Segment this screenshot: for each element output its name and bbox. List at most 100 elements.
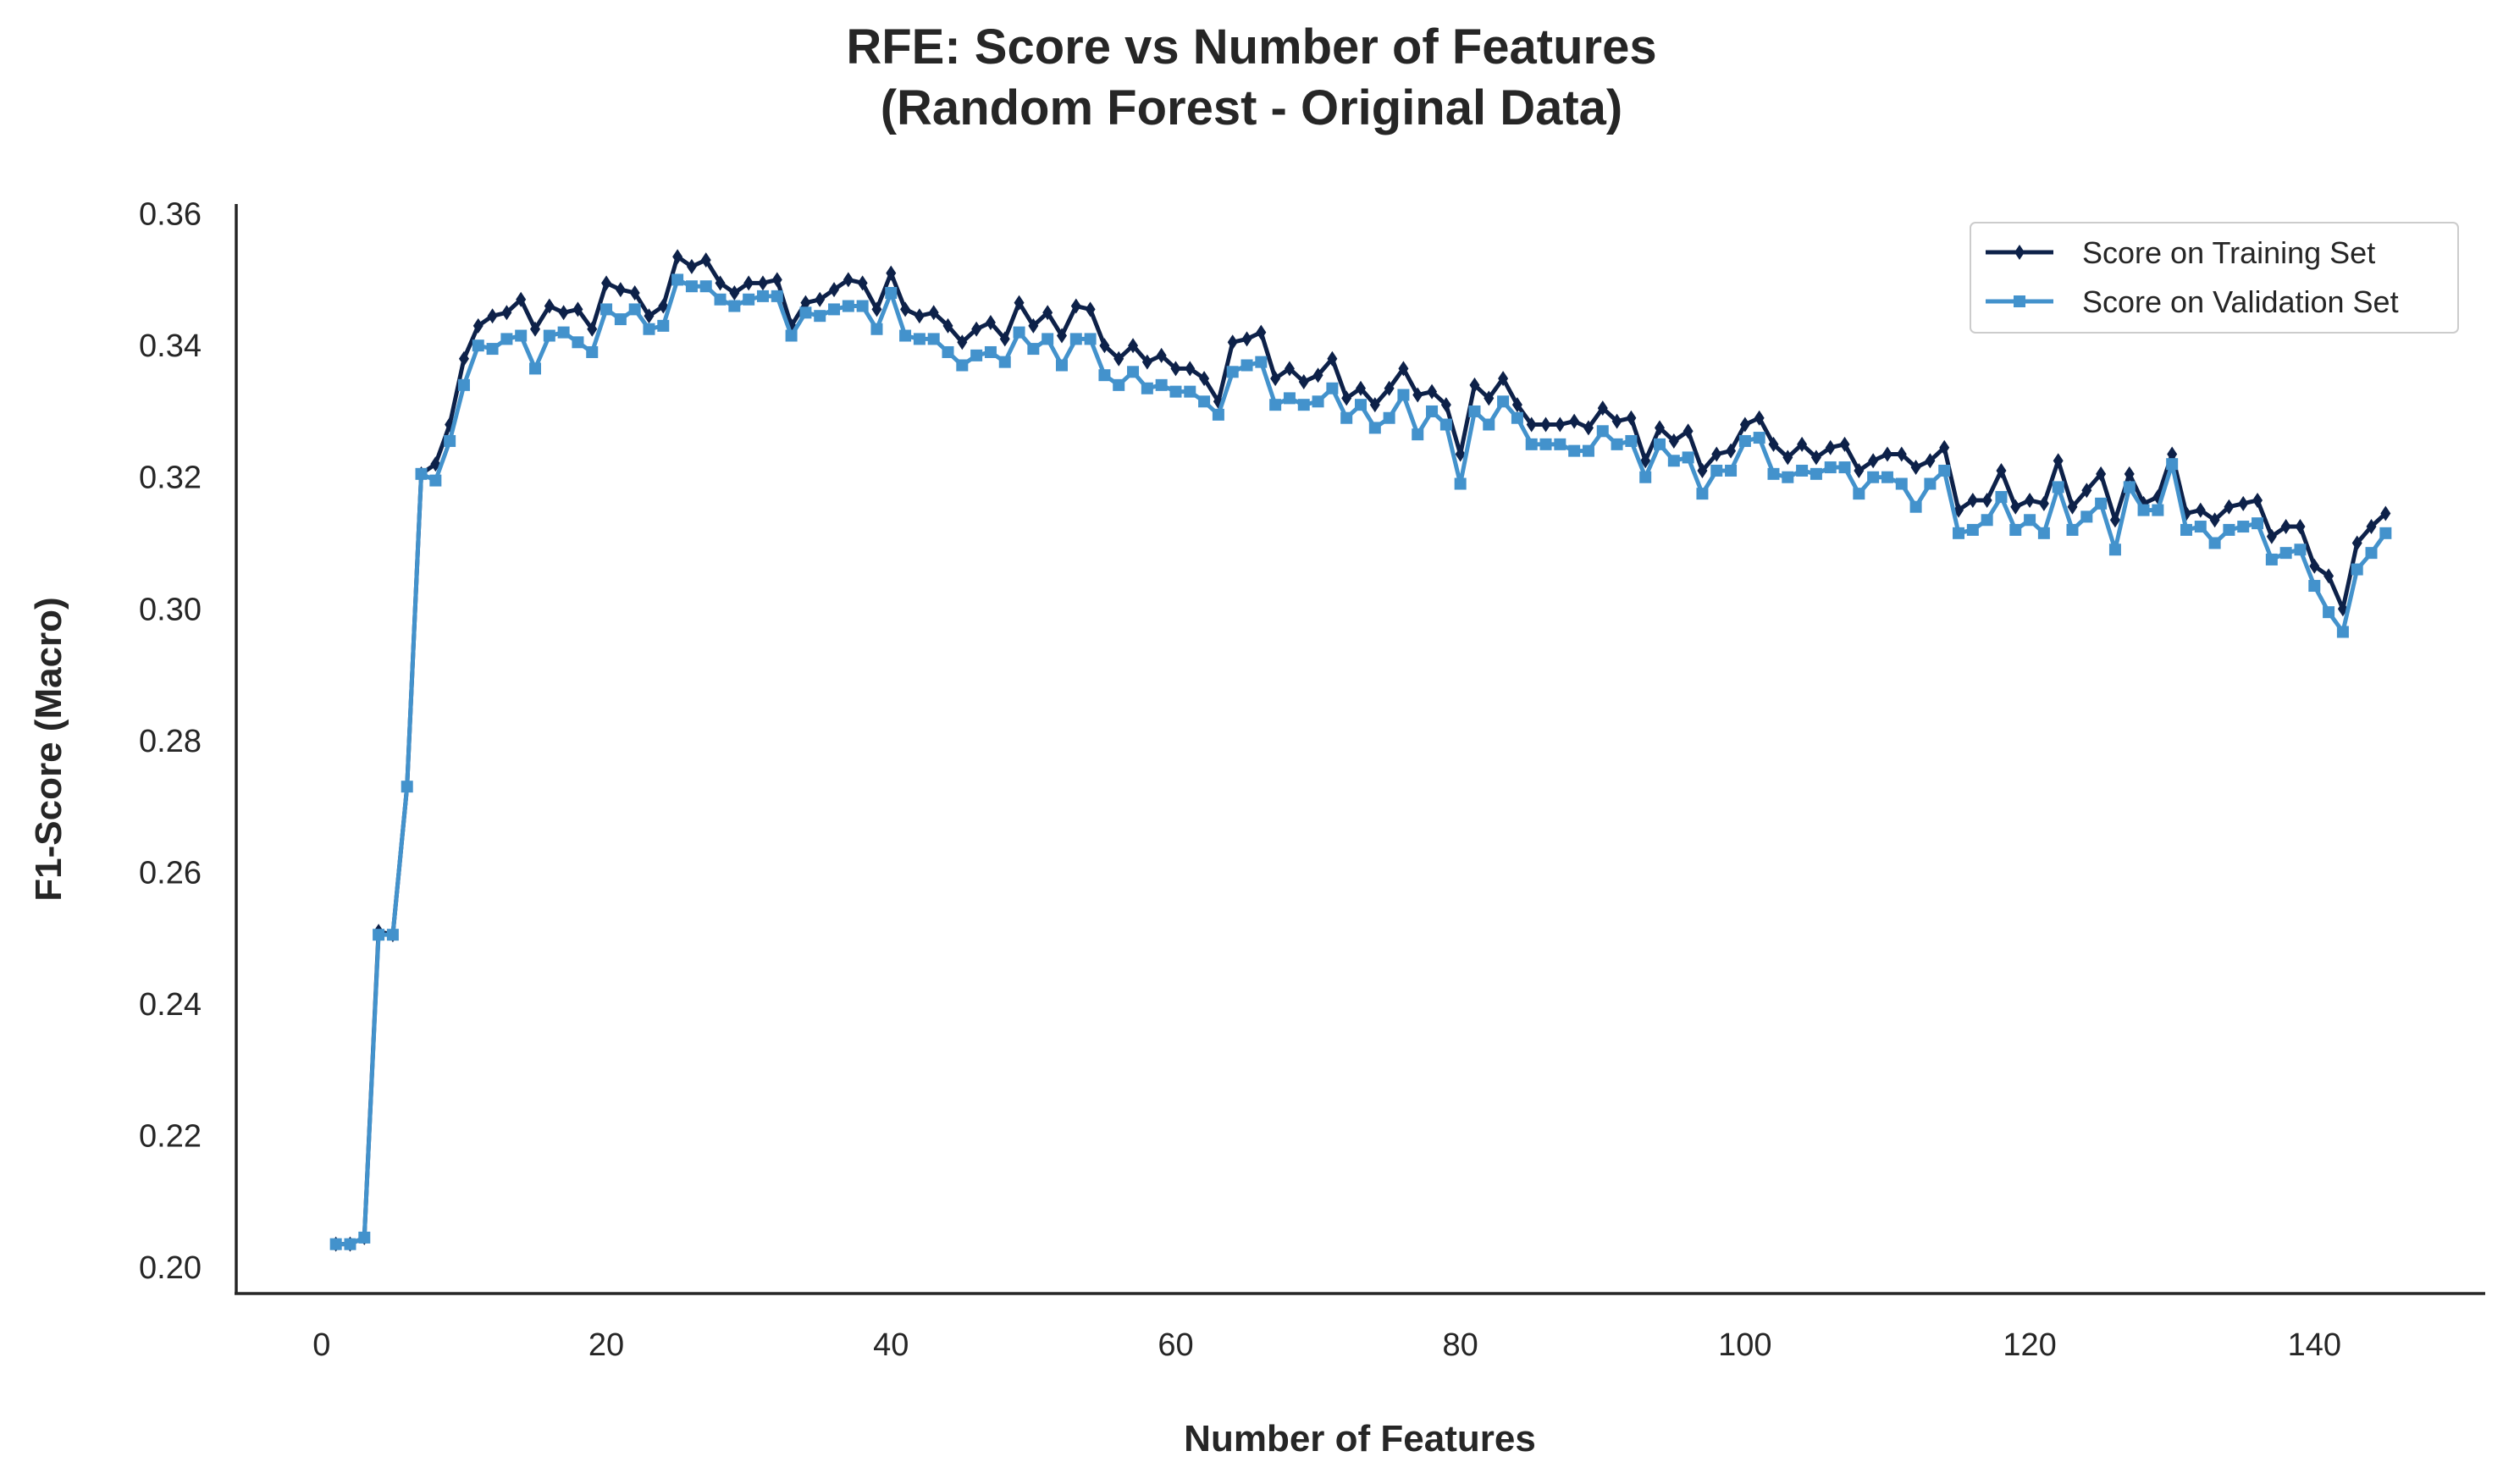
data-point [1824, 461, 1837, 474]
data-point [1555, 417, 1566, 433]
data-point [1654, 438, 1666, 450]
data-point [615, 282, 626, 298]
data-point [1525, 438, 1538, 450]
x-tick-label: 80 [1443, 1327, 1478, 1363]
data-point [771, 290, 783, 302]
data-point [1782, 471, 1794, 483]
data-point [815, 291, 826, 307]
data-point [1569, 413, 1580, 429]
data-point [2166, 458, 2179, 471]
chart-title-line-2: (Random Forest - Original Data) [881, 80, 1623, 135]
data-point [1953, 527, 1965, 539]
data-point [2223, 523, 2235, 536]
data-point [2152, 504, 2164, 516]
data-point [1696, 488, 1709, 500]
data-point [1241, 331, 1252, 347]
data-point [429, 474, 442, 487]
data-point [1639, 471, 1652, 483]
data-point [1226, 366, 1239, 378]
data-point [2024, 514, 2036, 527]
data-point [1141, 382, 1153, 394]
y-tick-label: 0.30 [139, 592, 202, 627]
data-point [1738, 434, 1751, 447]
data-point [1269, 399, 1282, 411]
y-tick-label: 0.22 [139, 1118, 202, 1154]
data-point [1853, 488, 1865, 500]
data-point [2237, 521, 2250, 533]
data-point [329, 1238, 342, 1250]
data-point [2351, 563, 2363, 576]
data-point [843, 272, 854, 288]
data-point [756, 290, 769, 302]
data-point [2194, 521, 2207, 533]
data-point [515, 329, 528, 342]
y-axis-label: F1-Score (Macro) [28, 597, 69, 901]
data-point [729, 284, 740, 301]
data-point [2137, 504, 2150, 516]
data-point [543, 329, 555, 342]
data-point [1185, 361, 1196, 377]
data-point [1909, 500, 1922, 513]
data-point [1240, 359, 1253, 372]
data-point [1966, 523, 1979, 536]
data-point [2037, 527, 2050, 539]
data-point [2052, 481, 2064, 494]
data-point [1283, 392, 1296, 405]
data-point [1682, 451, 1694, 464]
y-tick-label: 0.34 [139, 328, 202, 364]
y-axis-ticks: 0.20 0.22 0.24 0.26 0.28 0.30 0.32 0.34 0.36 [139, 197, 202, 1286]
data-point [2280, 519, 2291, 535]
data-point [358, 1231, 371, 1244]
legend-training-label: Score on Training Set [2082, 235, 2375, 270]
y-tick-label: 0.32 [139, 461, 202, 496]
data-point [1981, 514, 1993, 527]
data-point [1426, 405, 1439, 417]
x-tick-label: 40 [873, 1327, 909, 1363]
data-point [2080, 510, 2093, 523]
data-point [1868, 453, 1879, 469]
data-point [1596, 425, 1609, 438]
data-point [558, 305, 569, 321]
data-point [1042, 333, 1054, 345]
legend-validation-marker [2014, 295, 2025, 307]
data-point [2308, 580, 2321, 593]
data-point [728, 300, 741, 312]
data-point [1084, 333, 1097, 345]
data-point [685, 280, 698, 293]
data-point [942, 345, 954, 358]
data-point [2009, 523, 2022, 536]
data-point [401, 781, 413, 793]
data-point [1483, 418, 1495, 431]
data-point [870, 323, 883, 335]
data-point [856, 300, 869, 312]
data-point [2095, 497, 2108, 510]
data-point [2279, 547, 2292, 560]
data-point [486, 343, 499, 356]
data-point [842, 300, 854, 312]
data-point [2195, 502, 2206, 518]
data-point [1355, 399, 1367, 411]
x-tick-label: 20 [588, 1327, 624, 1363]
data-point [699, 280, 712, 293]
x-tick-label: 60 [1158, 1327, 1193, 1363]
data-point [415, 467, 428, 480]
data-point [671, 273, 684, 286]
data-point [1312, 395, 1324, 408]
data-point [1383, 411, 1395, 424]
data-point [1155, 378, 1168, 391]
data-point [2180, 523, 2192, 536]
data-point [2336, 626, 2349, 638]
data-point [1924, 477, 1937, 490]
data-point [1611, 438, 1623, 450]
data-point [1995, 491, 2008, 504]
data-point [572, 336, 584, 349]
data-point [386, 929, 399, 941]
data-point [743, 293, 755, 306]
data-point [1454, 477, 1467, 490]
data-point [1397, 389, 1410, 401]
data-point [913, 333, 926, 345]
data-point [885, 286, 898, 299]
data-point [927, 333, 940, 345]
data-point [1069, 333, 1082, 345]
